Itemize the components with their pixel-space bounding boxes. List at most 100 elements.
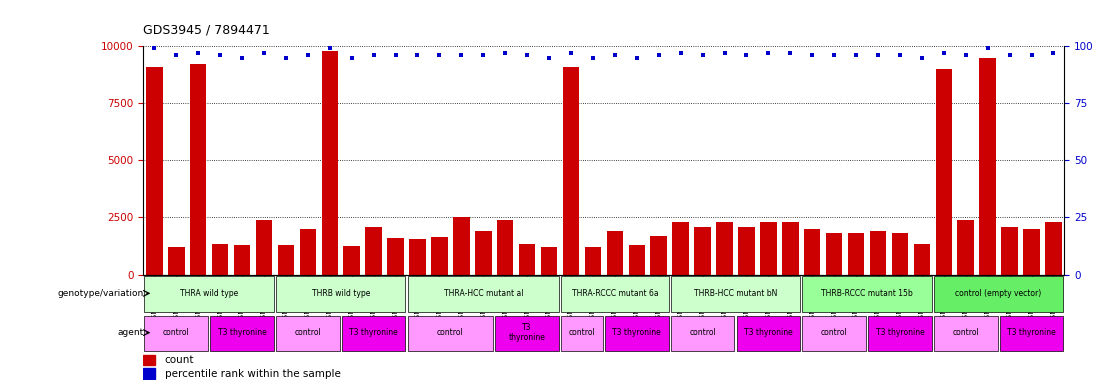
Text: control: control: [437, 328, 463, 337]
Bar: [211, 316, 274, 351]
Point: [255, 50, 272, 56]
Point: [496, 50, 514, 56]
Point: [518, 52, 536, 58]
Point: [1022, 52, 1040, 58]
Text: THRA wild type: THRA wild type: [180, 289, 238, 298]
Bar: [673, 222, 689, 275]
Point: [409, 52, 427, 58]
Point: [869, 52, 887, 58]
Bar: [848, 233, 865, 275]
Text: THRA-RCCC mutant 6a: THRA-RCCC mutant 6a: [571, 289, 658, 298]
Text: control: control: [821, 328, 847, 337]
Text: THRB-HCC mutant bN: THRB-HCC mutant bN: [694, 289, 778, 298]
Text: control: control: [568, 328, 596, 337]
Point: [672, 50, 689, 56]
Point: [628, 55, 645, 61]
Bar: [604, 316, 668, 351]
Bar: [495, 316, 559, 351]
Bar: [935, 69, 952, 275]
Bar: [934, 276, 1063, 312]
Bar: [234, 245, 250, 275]
Bar: [979, 58, 996, 275]
Bar: [760, 222, 777, 275]
Bar: [607, 231, 623, 275]
Point: [847, 52, 865, 58]
Text: agent: agent: [118, 328, 143, 337]
Point: [540, 55, 558, 61]
Point: [957, 52, 975, 58]
Text: GDS3945 / 7894471: GDS3945 / 7894471: [143, 23, 270, 36]
Bar: [913, 244, 930, 275]
Bar: [561, 276, 668, 312]
Text: T3 thyronine: T3 thyronine: [876, 328, 924, 337]
Point: [1045, 50, 1062, 56]
Point: [738, 52, 756, 58]
Bar: [365, 227, 382, 275]
Point: [563, 50, 580, 56]
Point: [1000, 52, 1018, 58]
Bar: [518, 244, 535, 275]
Bar: [738, 227, 754, 275]
Bar: [453, 217, 470, 275]
Bar: [561, 316, 603, 351]
Bar: [563, 67, 579, 275]
Point: [585, 55, 602, 61]
Bar: [144, 316, 208, 351]
Text: control: control: [295, 328, 321, 337]
Point: [825, 52, 843, 58]
Point: [891, 52, 909, 58]
Bar: [651, 236, 667, 275]
Bar: [737, 316, 800, 351]
Point: [452, 52, 470, 58]
Point: [781, 50, 799, 56]
Bar: [168, 247, 184, 275]
Bar: [431, 237, 448, 275]
Bar: [804, 229, 821, 275]
Bar: [343, 246, 360, 275]
Text: control (empty vector): control (empty vector): [955, 289, 1041, 298]
Bar: [256, 220, 272, 275]
Bar: [802, 316, 866, 351]
Point: [146, 45, 163, 51]
Bar: [143, 355, 156, 365]
Bar: [1002, 227, 1018, 275]
Bar: [934, 316, 997, 351]
Text: THRB-RCCC mutant 15b: THRB-RCCC mutant 15b: [821, 289, 913, 298]
Text: THRB wild type: THRB wild type: [311, 289, 370, 298]
Text: genotype/variation: genotype/variation: [57, 289, 143, 298]
Bar: [276, 316, 340, 351]
Bar: [408, 276, 559, 312]
Text: T3 thyronine: T3 thyronine: [350, 328, 398, 337]
Bar: [300, 229, 317, 275]
Bar: [671, 276, 800, 312]
Bar: [1024, 229, 1040, 275]
Bar: [629, 245, 645, 275]
Point: [606, 52, 623, 58]
Bar: [276, 276, 406, 312]
Bar: [146, 67, 162, 275]
Bar: [475, 231, 492, 275]
Bar: [540, 247, 557, 275]
Bar: [144, 276, 274, 312]
Bar: [782, 222, 799, 275]
Bar: [870, 231, 886, 275]
Bar: [802, 276, 932, 312]
Point: [343, 55, 361, 61]
Text: T3
thyronine: T3 thyronine: [508, 323, 546, 342]
Bar: [868, 316, 932, 351]
Point: [233, 55, 250, 61]
Text: T3 thyronine: T3 thyronine: [217, 328, 267, 337]
Bar: [716, 222, 732, 275]
Text: THRA-HCC mutant al: THRA-HCC mutant al: [443, 289, 523, 298]
Point: [694, 52, 711, 58]
Point: [190, 50, 207, 56]
Bar: [387, 238, 404, 275]
Bar: [143, 369, 156, 379]
Text: count: count: [164, 355, 194, 365]
Point: [803, 52, 821, 58]
Point: [387, 52, 405, 58]
Point: [212, 52, 229, 58]
Bar: [322, 51, 338, 275]
Point: [365, 52, 383, 58]
Bar: [957, 220, 974, 275]
